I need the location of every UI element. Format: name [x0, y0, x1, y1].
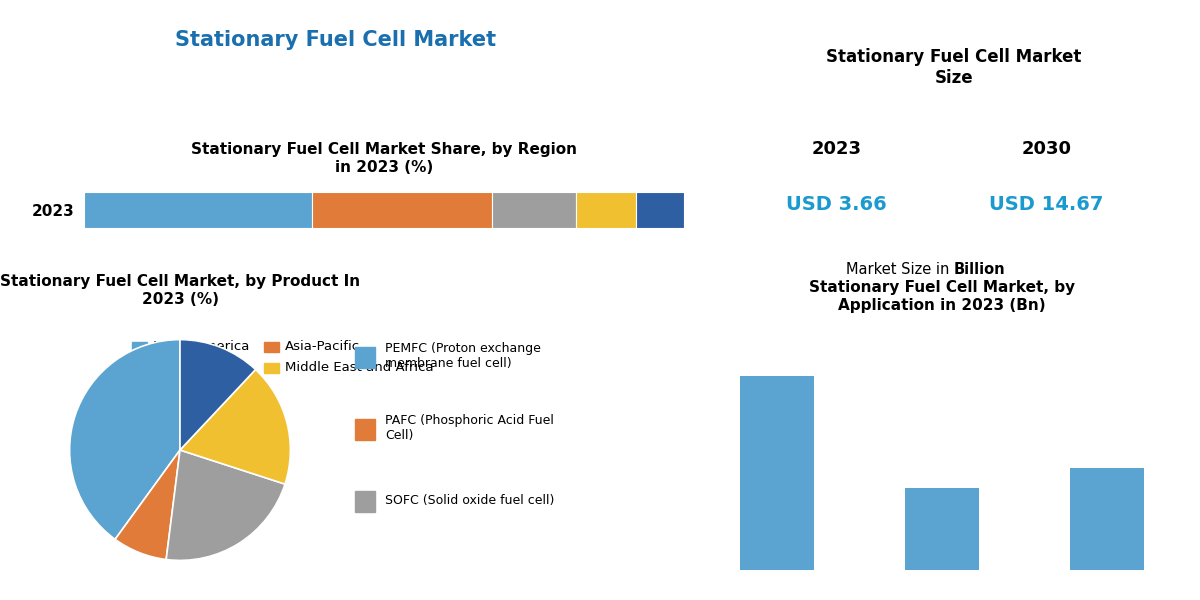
Text: Asia-Pacific: Asia-Pacific	[286, 340, 360, 353]
Bar	[264, 341, 280, 352]
Title: Stationary Fuel Cell Market, by Product In
2023 (%): Stationary Fuel Cell Market, by Product …	[0, 274, 360, 307]
Bar	[355, 491, 374, 512]
Text: South America: South America	[154, 383, 251, 396]
Bar	[84, 192, 312, 228]
Text: Europe: Europe	[154, 361, 200, 374]
Text: 2023: 2023	[811, 140, 862, 158]
Bar	[132, 341, 148, 352]
Bar	[312, 192, 492, 228]
Text: North America: North America	[154, 340, 250, 353]
Wedge shape	[180, 340, 256, 450]
Bar	[740, 376, 815, 570]
Bar	[132, 363, 148, 373]
Wedge shape	[70, 340, 180, 539]
Bar	[576, 192, 636, 228]
Text: USD 14.67: USD 14.67	[989, 195, 1104, 214]
Bar	[355, 419, 374, 440]
Text: Stationary Fuel Cell Market
Size: Stationary Fuel Cell Market Size	[827, 48, 1081, 87]
Bar	[492, 192, 576, 228]
Text: 2030: 2030	[1021, 140, 1072, 158]
Bar	[132, 385, 148, 395]
Text: Billion: Billion	[954, 262, 1006, 277]
Text: SOFC (Solid oxide fuel cell): SOFC (Solid oxide fuel cell)	[385, 494, 554, 507]
Text: PEMFC (Proton exchange
membrane fuel cell): PEMFC (Proton exchange membrane fuel cel…	[385, 343, 541, 370]
Bar	[1069, 468, 1144, 570]
Text: Market Size in: Market Size in	[846, 262, 954, 277]
Text: USD 3.66: USD 3.66	[786, 195, 887, 214]
Title: Stationary Fuel Cell Market Share, by Region
in 2023 (%): Stationary Fuel Cell Market Share, by Re…	[191, 142, 577, 175]
Bar	[905, 488, 979, 570]
Text: PAFC (Phosphoric Acid Fuel
Cell): PAFC (Phosphoric Acid Fuel Cell)	[385, 415, 554, 442]
Wedge shape	[180, 370, 290, 484]
Bar	[264, 363, 280, 373]
Wedge shape	[115, 450, 180, 560]
Text: Middle East and Africa: Middle East and Africa	[286, 361, 433, 374]
Bar	[636, 192, 684, 228]
Bar	[355, 347, 374, 368]
Wedge shape	[166, 450, 284, 560]
Text: Stationary Fuel Cell Market: Stationary Fuel Cell Market	[175, 30, 497, 50]
Title: Stationary Fuel Cell Market, by
Application in 2023 (Bn): Stationary Fuel Cell Market, by Applicat…	[809, 280, 1075, 313]
